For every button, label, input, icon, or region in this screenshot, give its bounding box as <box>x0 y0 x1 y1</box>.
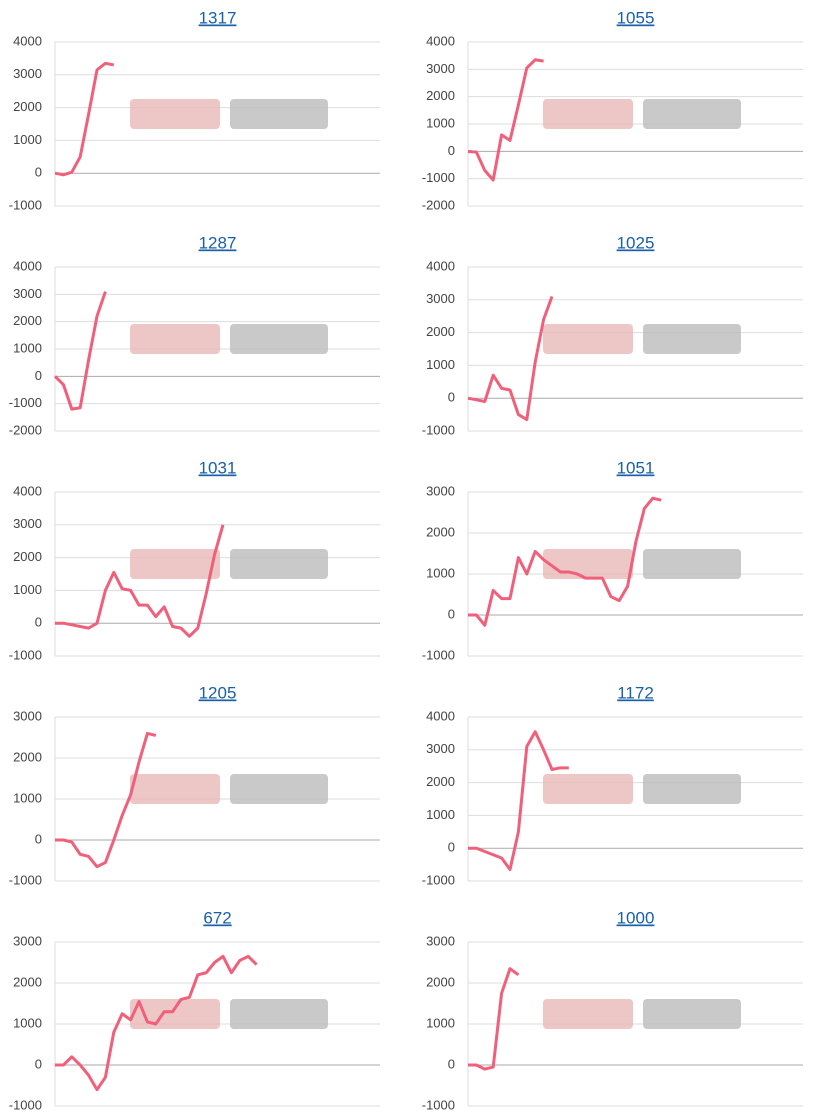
y-tick-label: 0 <box>448 606 455 621</box>
watermark <box>543 324 633 354</box>
y-tick-label: 0 <box>448 840 455 855</box>
y-tick-label: 4000 <box>426 258 455 273</box>
watermark <box>230 549 328 579</box>
series-line <box>55 731 157 869</box>
chart-title[interactable]: 1025 <box>617 233 655 252</box>
series-line <box>55 954 258 1092</box>
y-tick-label: 4000 <box>13 258 42 273</box>
y-tick-label: 3000 <box>13 286 42 301</box>
y-tick-label: -1000 <box>9 872 42 887</box>
y-tick-label: 0 <box>35 368 42 383</box>
y-tick-label: 2000 <box>13 549 42 564</box>
y-tick-label: -1000 <box>422 647 455 662</box>
y-tick-label: -1000 <box>422 422 455 437</box>
y-tick-label: 3000 <box>426 483 455 498</box>
y-tick-label: 2000 <box>13 974 42 989</box>
y-tick-label: 2000 <box>426 974 455 989</box>
y-tick-label: 3000 <box>426 61 455 76</box>
watermark <box>230 774 328 804</box>
y-tick-label: 0 <box>35 615 42 630</box>
series-line <box>55 524 225 638</box>
watermark <box>543 99 633 129</box>
y-tick-label: 1000 <box>426 565 455 580</box>
watermark <box>643 774 741 804</box>
watermark <box>543 774 633 804</box>
y-tick-label: 1000 <box>13 132 42 147</box>
y-tick-label: 1000 <box>13 790 42 805</box>
y-tick-label: 0 <box>35 165 42 180</box>
y-tick-label: 2000 <box>426 88 455 103</box>
chart-title[interactable]: 1317 <box>199 8 237 27</box>
chart-title[interactable]: 1051 <box>617 458 655 477</box>
y-tick-label: 3000 <box>426 291 455 306</box>
y-tick-label: -2000 <box>422 197 455 212</box>
series-line <box>467 296 554 422</box>
y-tick-label: 1000 <box>13 582 42 597</box>
y-tick-label: 4000 <box>13 483 42 498</box>
y-tick-label: 3000 <box>426 741 455 756</box>
chart-title[interactable]: 1287 <box>199 233 237 252</box>
watermark <box>130 324 220 354</box>
y-tick-label: 2000 <box>426 774 455 789</box>
watermark <box>643 549 741 579</box>
y-tick-label: 1000 <box>426 115 455 130</box>
watermark <box>130 999 220 1029</box>
y-tick-label: 0 <box>448 390 455 405</box>
y-tick-label: 0 <box>35 1056 42 1071</box>
watermark <box>130 774 220 804</box>
watermark <box>230 324 328 354</box>
y-tick-label: 4000 <box>426 33 455 48</box>
y-tick-label: -1000 <box>9 1097 42 1112</box>
chart-title[interactable]: 1172 <box>617 683 654 702</box>
y-tick-label: 2000 <box>426 324 455 339</box>
y-tick-label: 3000 <box>13 66 42 81</box>
y-tick-label: 3000 <box>13 708 42 723</box>
y-tick-label: -2000 <box>9 422 42 437</box>
series-line <box>53 291 107 411</box>
watermark <box>130 549 220 579</box>
y-tick-label: 1000 <box>13 340 42 355</box>
y-tick-label: 4000 <box>426 708 455 723</box>
y-tick-label: 0 <box>35 831 42 846</box>
y-tick-label: 2000 <box>426 524 455 539</box>
y-tick-label: -1000 <box>422 872 455 887</box>
y-tick-label: 2000 <box>13 749 42 764</box>
y-tick-label: 1000 <box>426 357 455 372</box>
series-line <box>468 496 662 627</box>
y-tick-label: -1000 <box>9 395 42 410</box>
chart-title[interactable]: 1055 <box>617 8 655 27</box>
chart-title[interactable]: 1000 <box>617 908 655 927</box>
series-line <box>467 58 544 182</box>
y-tick-label: -1000 <box>422 1097 455 1112</box>
watermark <box>643 999 741 1029</box>
y-tick-label: 1000 <box>426 1015 455 1030</box>
chart-title[interactable]: 1205 <box>199 683 237 702</box>
watermark <box>543 999 633 1029</box>
y-tick-label: 3000 <box>13 933 42 948</box>
y-tick-label: 0 <box>448 1056 455 1071</box>
y-tick-label: -1000 <box>422 170 455 185</box>
y-tick-label: 2000 <box>13 313 42 328</box>
y-tick-label: -1000 <box>9 197 42 212</box>
series-line <box>468 730 569 872</box>
y-tick-label: 3000 <box>426 933 455 948</box>
y-tick-label: 1000 <box>13 1015 42 1030</box>
series-line <box>468 967 520 1071</box>
y-tick-label: 1000 <box>426 807 455 822</box>
y-tick-label: 0 <box>448 143 455 158</box>
chart-title[interactable]: 672 <box>203 908 231 927</box>
watermark <box>230 999 328 1029</box>
watermark <box>130 99 220 129</box>
y-tick-label: 2000 <box>13 99 42 114</box>
watermark <box>643 324 741 354</box>
chart-title[interactable]: 1031 <box>199 458 237 477</box>
watermark <box>230 99 328 129</box>
series-line <box>54 61 115 177</box>
watermark <box>643 99 741 129</box>
y-tick-label: 4000 <box>13 33 42 48</box>
y-tick-label: 3000 <box>13 516 42 531</box>
watermark <box>543 549 633 579</box>
y-tick-label: -1000 <box>9 647 42 662</box>
